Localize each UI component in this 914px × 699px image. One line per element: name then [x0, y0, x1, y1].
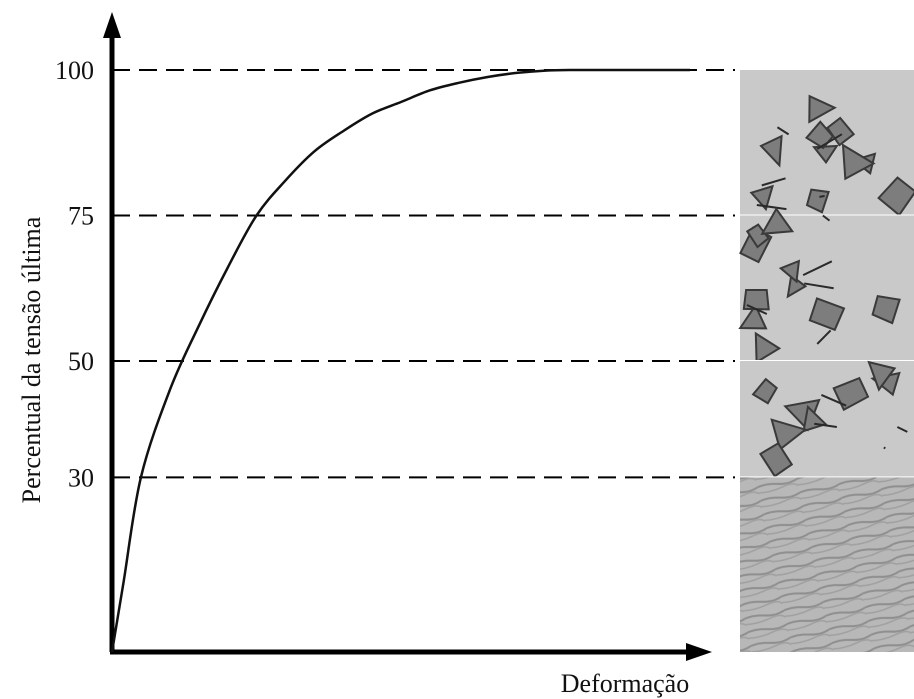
y-tick-label-30: 30: [68, 463, 94, 492]
y-axis-title: Percentual da tensão última: [17, 216, 46, 503]
aggregate-particle: [826, 116, 856, 147]
x-axis: [110, 643, 712, 661]
x-axis-arrowhead: [686, 643, 712, 661]
micrograph-panel-2: [738, 207, 914, 364]
micrograph-panel-3: [740, 360, 914, 478]
crack-line: [746, 304, 768, 315]
stress-strain-curve: [110, 68, 690, 653]
aggregate-particle: [749, 184, 774, 212]
y-tick-label-50: 50: [68, 347, 94, 376]
crack-line: [756, 203, 787, 211]
aggregate-particle: [808, 94, 837, 124]
aggregate-particle: [738, 303, 768, 330]
aggregate-particle: [760, 207, 795, 235]
micrograph-panels: [738, 70, 914, 652]
crack-line: [776, 126, 790, 136]
aggregate-particle: [867, 360, 897, 392]
crack-line: [804, 282, 834, 290]
crack-line: [896, 426, 908, 433]
crack-line: [802, 260, 833, 277]
y-axis: [103, 12, 121, 652]
aggregate-particle: [758, 441, 794, 478]
aggregate-particle: [754, 331, 782, 364]
micrograph-panel-4: [740, 477, 914, 652]
aggregate-particle: [786, 273, 808, 299]
y-tick-labels: 30 50 75 100: [55, 56, 94, 492]
crack-line: [816, 329, 832, 345]
aggregate-particle: [759, 134, 783, 168]
y-tick-label-75: 75: [68, 202, 94, 231]
aggregate-particle: [770, 418, 808, 452]
crack-line: [883, 446, 886, 450]
aggregate-particle: [832, 376, 870, 412]
crack-line: [814, 422, 837, 429]
aggregate-particle: [751, 377, 778, 405]
aggregate-particle: [742, 289, 770, 311]
crack-line: [819, 195, 825, 198]
aggregate-particle: [778, 259, 801, 284]
aggregate-particle: [745, 223, 770, 249]
y-tick-label-100: 100: [55, 56, 94, 85]
crack-line: [822, 214, 831, 222]
x-axis-title: Deformação: [561, 669, 689, 698]
y-axis-arrowhead: [103, 12, 121, 38]
reference-lines: [112, 69, 735, 479]
aggregate-particle: [871, 294, 901, 325]
crack-line: [820, 394, 847, 407]
aggregate-particle: [808, 297, 846, 332]
micrograph-panel-1: [740, 70, 914, 217]
crack-line: [816, 133, 843, 150]
crack-line: [761, 177, 786, 187]
aggregate-particle: [841, 143, 876, 181]
aggregate-particle: [804, 120, 835, 150]
